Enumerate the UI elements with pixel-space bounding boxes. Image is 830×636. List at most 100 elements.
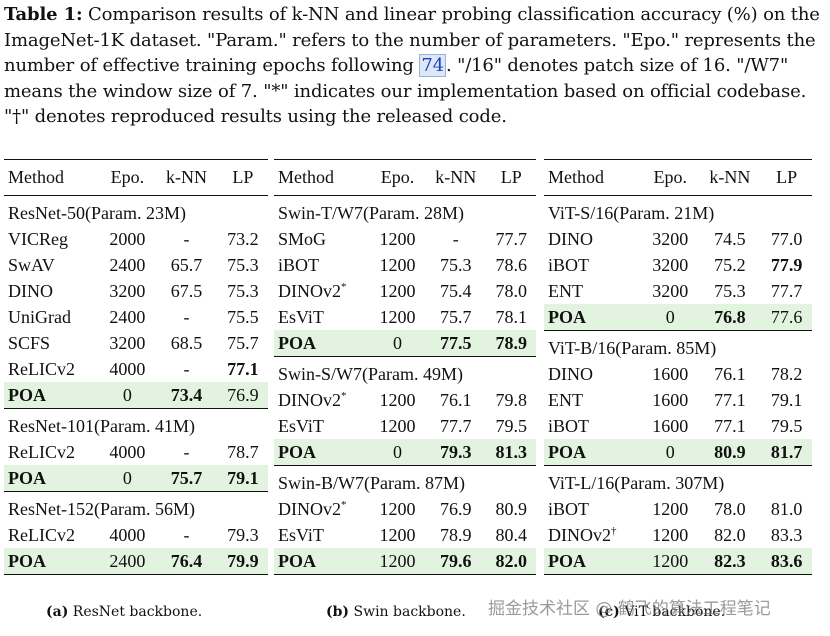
method-cell: DINOv2* <box>278 389 347 410</box>
col-method: Method <box>278 166 334 187</box>
knn-cell: 76.1 <box>440 389 472 410</box>
table-row: ReLICv2 4000 - 78.7 <box>4 439 268 465</box>
table-row: EsViT 1200 77.7 79.5 <box>274 413 536 439</box>
method-cell: iBOT <box>278 254 320 275</box>
table-row: EsViT 1200 75.7 78.1 <box>274 304 536 330</box>
lp-cell: 79.1 <box>770 389 803 410</box>
poa-row: POA 0 73.4 76.9 <box>4 382 268 409</box>
epo-cell: 3200 <box>109 280 146 301</box>
poa-row: POA 0 75.7 79.1 <box>4 465 268 492</box>
lp-cell: 77.6 <box>761 304 812 331</box>
header-row: Method Epo. k-NN LP <box>544 159 812 196</box>
epo-cell: 1200 <box>379 524 416 545</box>
epo-cell: 1200 <box>379 228 416 249</box>
knn-cell: - <box>183 306 190 327</box>
table-caption: Table 1: Comparison results of k-NN and … <box>4 2 826 130</box>
knn-cell: 79.3 <box>425 439 487 466</box>
lp-cell: 81.3 <box>486 439 536 466</box>
col-method: Method <box>8 166 64 187</box>
epo-cell: 1200 <box>379 415 416 436</box>
epo-cell: 1200 <box>369 548 426 575</box>
knn-cell: 78.9 <box>440 524 472 545</box>
group-name: ResNet-50(Param. 23M) <box>8 202 186 223</box>
watermark: 掘金技术社区 @ 鹤飞的算法工程笔记 <box>488 599 771 619</box>
method-cell: iBOT <box>548 415 590 436</box>
lp-cell: 77.7 <box>770 280 803 301</box>
col-lp: LP <box>232 166 254 187</box>
table-row: DINO 3200 74.5 77.0 <box>544 226 812 252</box>
lp-cell: 79.1 <box>217 465 268 492</box>
table-row: ReLICv2 4000 - 77.1 <box>4 356 268 382</box>
lp-cell: 75.7 <box>227 332 259 353</box>
caption-label: Table 1: <box>4 4 83 25</box>
lp-cell: 78.2 <box>770 363 803 384</box>
epo-cell: 1200 <box>642 548 699 575</box>
method-cell: ReLICv2 <box>8 524 75 545</box>
knn-cell: 68.5 <box>170 332 203 353</box>
method-cell: SwAV <box>8 254 55 275</box>
dagger-mark: † <box>611 524 617 537</box>
method-cell: POA <box>544 548 643 575</box>
lp-cell: 76.9 <box>217 382 268 409</box>
group-row: ResNet-101(Param. 41M) <box>4 408 268 440</box>
group-name: ResNet-101(Param. 41M) <box>8 415 195 436</box>
knn-cell: 82.0 <box>714 524 746 545</box>
citation-link[interactable]: 74 <box>419 54 446 77</box>
method-cell: DINOv2† <box>548 524 617 545</box>
header-row: Method Epo. k-NN LP <box>4 159 268 196</box>
star-mark: * <box>341 498 347 511</box>
lp-cell: 83.3 <box>770 524 803 545</box>
method-cell: DINO <box>548 228 593 249</box>
col-epo: Epo. <box>653 166 688 187</box>
knn-cell: 75.7 <box>440 306 472 327</box>
lp-cell: 79.5 <box>495 415 527 436</box>
knn-cell: 74.5 <box>714 228 746 249</box>
method-cell: DINOv2* <box>278 498 347 519</box>
table-row: EsViT 1200 78.9 80.4 <box>274 522 536 548</box>
knn-cell: 77.7 <box>440 415 472 436</box>
knn-cell: - <box>183 524 190 545</box>
method-cell: ENT <box>548 389 583 410</box>
method-cell: POA <box>4 548 100 575</box>
epo-cell: 1200 <box>379 306 416 327</box>
lp-cell: 81.7 <box>761 439 812 466</box>
table-row: ENT 3200 75.3 77.7 <box>544 278 812 304</box>
group-name: ViT-S/16(Param. 21M) <box>548 202 715 223</box>
knn-cell: 73.4 <box>155 382 218 409</box>
epo-cell: 1600 <box>652 363 689 384</box>
epo-cell: 1600 <box>652 415 689 436</box>
col-epo: Epo. <box>380 166 415 187</box>
method-cell: EsViT <box>278 524 324 545</box>
method-cell: POA <box>4 465 100 492</box>
table-row: ReLICv2 4000 - 79.3 <box>4 522 268 548</box>
table-row: DINO 3200 67.5 75.3 <box>4 278 268 304</box>
table-row: SMoG 1200 - 77.7 <box>274 226 536 252</box>
group-row: ViT-L/16(Param. 307M) <box>544 465 812 497</box>
epo-cell: 3200 <box>652 254 689 275</box>
knn-cell: 76.8 <box>698 304 762 331</box>
method-cell: UniGrad <box>8 306 71 327</box>
method-cell: VICReg <box>8 228 68 249</box>
lp-cell: 81.0 <box>770 498 803 519</box>
group-name: Swin-T/W7(Param. 28M) <box>278 202 464 223</box>
col-knn: k-NN <box>435 166 477 187</box>
table-row: iBOT 1600 77.1 79.5 <box>544 413 812 439</box>
knn-cell: 80.9 <box>698 439 762 466</box>
table-row: SwAV 2400 65.7 75.3 <box>4 252 268 278</box>
epo-cell: 0 <box>642 304 699 331</box>
epo-cell: 1200 <box>379 254 416 275</box>
lp-cell: 78.0 <box>495 280 527 301</box>
knn-cell: - <box>183 228 190 249</box>
method-cell: POA <box>544 439 643 466</box>
method-cell: ReLICv2 <box>8 358 75 379</box>
group-name: Swin-S/W7(Param. 49M) <box>278 363 463 384</box>
col-lp: LP <box>776 166 798 187</box>
lp-cell: 77.9 <box>770 254 803 275</box>
group-row: ViT-S/16(Param. 21M) <box>544 196 812 227</box>
lp-cell: 78.9 <box>486 330 536 357</box>
star-mark: * <box>341 389 347 402</box>
epo-cell: 4000 <box>109 524 146 545</box>
group-name: ResNet-152(Param. 56M) <box>8 498 195 519</box>
epo-cell: 4000 <box>109 358 146 379</box>
knn-cell: 82.3 <box>698 548 762 575</box>
